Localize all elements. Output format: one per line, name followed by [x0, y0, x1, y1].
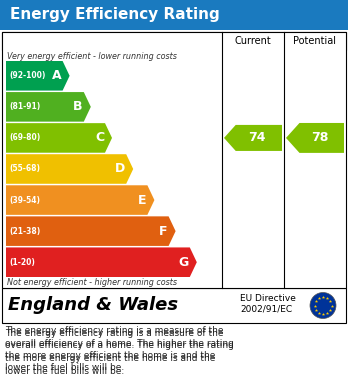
Text: (81-91): (81-91)	[9, 102, 40, 111]
Text: England & Wales: England & Wales	[8, 296, 178, 314]
Text: Current: Current	[235, 36, 271, 46]
Polygon shape	[6, 216, 176, 246]
Text: Not energy efficient - higher running costs: Not energy efficient - higher running co…	[7, 278, 177, 287]
Text: The energy efficiency rating is a measure of the
overall efficiency of a home. T: The energy efficiency rating is a measur…	[5, 326, 234, 373]
Polygon shape	[6, 154, 133, 184]
Text: (1-20): (1-20)	[9, 258, 35, 267]
Text: A: A	[52, 69, 62, 82]
Text: The energy efficiency rating is a measure of the
overall efficiency of a home. T: The energy efficiency rating is a measur…	[5, 329, 234, 375]
Text: 74: 74	[248, 131, 266, 144]
Text: Very energy efficient - lower running costs: Very energy efficient - lower running co…	[7, 52, 177, 61]
Text: (55-68): (55-68)	[9, 165, 40, 174]
Polygon shape	[6, 185, 155, 215]
Bar	[2, 32, 346, 50]
Circle shape	[310, 292, 336, 319]
Polygon shape	[6, 123, 112, 153]
Polygon shape	[6, 248, 197, 277]
Text: Potential: Potential	[293, 36, 337, 46]
Polygon shape	[6, 92, 91, 122]
Text: 78: 78	[311, 131, 328, 144]
Polygon shape	[286, 123, 344, 153]
Text: G: G	[179, 256, 189, 269]
Text: EU Directive
2002/91/EC: EU Directive 2002/91/EC	[240, 294, 296, 313]
Text: D: D	[115, 163, 125, 176]
Text: (92-100): (92-100)	[9, 71, 45, 80]
Text: Energy Efficiency Rating: Energy Efficiency Rating	[10, 7, 220, 23]
Text: F: F	[159, 225, 168, 238]
Polygon shape	[6, 61, 70, 91]
Text: E: E	[138, 194, 147, 206]
Text: (21-38): (21-38)	[9, 227, 40, 236]
Bar	[0, 0, 348, 30]
Text: B: B	[73, 100, 83, 113]
Text: (69-80): (69-80)	[9, 133, 40, 142]
Polygon shape	[224, 125, 282, 151]
Bar	[2, 32, 346, 288]
Bar	[2, 288, 346, 323]
Text: C: C	[95, 131, 104, 144]
Text: (39-54): (39-54)	[9, 196, 40, 204]
